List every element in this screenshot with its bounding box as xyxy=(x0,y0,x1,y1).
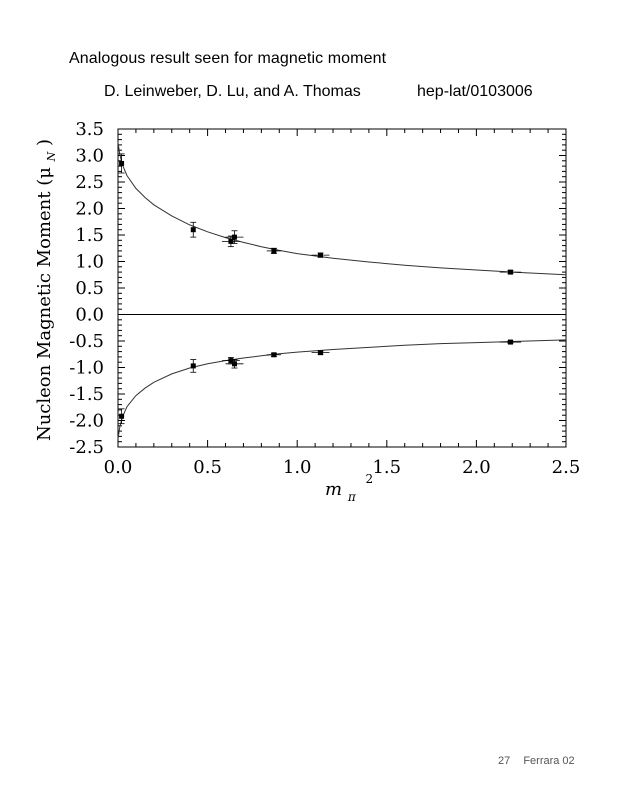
x-axis-label-sup: 2 xyxy=(365,472,373,486)
y-tick-label: -1.0 xyxy=(69,358,104,379)
neutron-fit-curve xyxy=(117,339,567,440)
neutron-data-point xyxy=(221,357,240,365)
data-marker xyxy=(271,248,277,254)
y-tick-label: 3.0 xyxy=(75,146,104,167)
y-tick-label: -1.5 xyxy=(69,384,104,405)
y-tick-label: -2.5 xyxy=(69,437,104,458)
x-axis-label-base: m xyxy=(325,479,342,500)
authors: D. Leinweber, D. Lu, and A. Thomas xyxy=(104,83,361,100)
neutron-data-point xyxy=(499,339,522,345)
plot-frame xyxy=(117,128,567,448)
y-tick-label: -0.5 xyxy=(69,331,104,352)
data-marker xyxy=(271,352,277,358)
data-marker xyxy=(507,339,513,345)
y-tick-label: -2.0 xyxy=(69,411,104,432)
data-marker xyxy=(190,363,196,369)
data-marker xyxy=(119,160,125,166)
footer-label: Ferrara 02 xyxy=(523,755,575,767)
y-tick-label: 1.0 xyxy=(75,252,104,273)
y-axis-label-main: Nucleon Magnetic Moment (μ xyxy=(34,167,55,441)
data-marker xyxy=(190,227,196,233)
neutron-data-point xyxy=(225,359,244,369)
x-tick-label: 2.0 xyxy=(462,457,491,478)
data-marker xyxy=(317,252,323,258)
y-tick-label: 1.5 xyxy=(75,225,104,246)
proton-data-point xyxy=(311,252,330,258)
proton-data-point xyxy=(118,153,125,174)
data-marker xyxy=(119,413,125,419)
x-tick-label: 1.5 xyxy=(372,457,401,478)
y-tick-label: 0.0 xyxy=(75,305,104,326)
x-tick-label: 1.0 xyxy=(283,457,312,478)
y-tick-label: 0.5 xyxy=(75,278,104,299)
neutron-data-point xyxy=(311,350,330,356)
proton-data-point xyxy=(266,247,282,254)
data-marker xyxy=(228,358,234,364)
y-tick-label: 3.5 xyxy=(75,119,104,140)
proton-data-point xyxy=(499,269,522,275)
y-axis-label-close: ) xyxy=(34,139,55,146)
arxiv-reference: hep-lat/0103006 xyxy=(417,83,533,100)
neutron-data-point xyxy=(266,352,282,358)
data-marker xyxy=(317,350,323,356)
data-marker xyxy=(228,238,234,244)
x-tick-label: 2.5 xyxy=(552,457,581,478)
proton-data-point xyxy=(221,235,240,248)
slide-heading: Analogous result seen for magnetic momen… xyxy=(69,50,387,67)
x-tick-label: 0.5 xyxy=(193,457,222,478)
page-number: 27 xyxy=(498,755,511,767)
proton-fit-curve xyxy=(117,142,567,276)
y-tick-label: 2.0 xyxy=(75,199,104,220)
data-marker xyxy=(231,361,237,367)
x-tick-label: 0.0 xyxy=(104,457,133,478)
y-axis-label: Nucleon Magnetic Moment (μ N ) xyxy=(34,139,60,441)
neutron-data-point xyxy=(118,408,125,425)
data-marker xyxy=(507,269,513,275)
y-axis-label-sub: N xyxy=(45,151,58,162)
slide-footer: 27 Ferrara 02 xyxy=(498,755,575,767)
proton-data-point xyxy=(190,221,197,238)
citation-line: D. Leinweber, D. Lu, and A. Thomas hep-l… xyxy=(104,83,564,101)
x-axis-label: m π 2 xyxy=(325,472,373,506)
y-tick-label: 2.5 xyxy=(75,172,104,193)
proton-data-point xyxy=(225,230,244,244)
x-axis-label-sub: π xyxy=(347,490,357,504)
neutron-data-point xyxy=(190,359,197,373)
data-marker xyxy=(231,234,237,240)
